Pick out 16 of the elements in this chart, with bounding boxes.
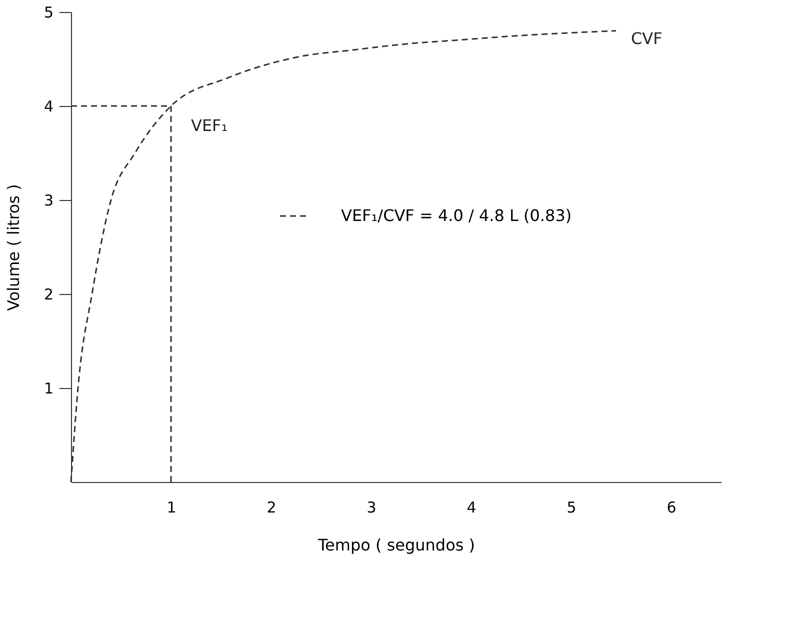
- y-tick-label: 3: [44, 192, 54, 210]
- x-tick-label: 4: [466, 498, 476, 516]
- y-tick-label: 5: [44, 4, 54, 22]
- y-axis-title: Volume ( litros ): [4, 184, 23, 311]
- y-tick-label: 2: [44, 286, 54, 304]
- x-axis-title: Tempo ( segundos ): [316, 536, 476, 554]
- legend-label: VEF₁/CVF = 4.0 / 4.8 L (0.83): [341, 206, 572, 225]
- x-tick-label: 2: [266, 498, 276, 516]
- annotation: VEF₁: [191, 116, 228, 135]
- x-tick-label: 5: [566, 498, 576, 516]
- x-tick-label: 1: [166, 498, 176, 516]
- annotation: CVF: [631, 28, 662, 48]
- x-tick-label: 3: [366, 498, 376, 516]
- y-tick-label: 4: [44, 98, 54, 116]
- y-tick-label: 1: [44, 380, 54, 398]
- x-tick-label: 6: [666, 498, 676, 516]
